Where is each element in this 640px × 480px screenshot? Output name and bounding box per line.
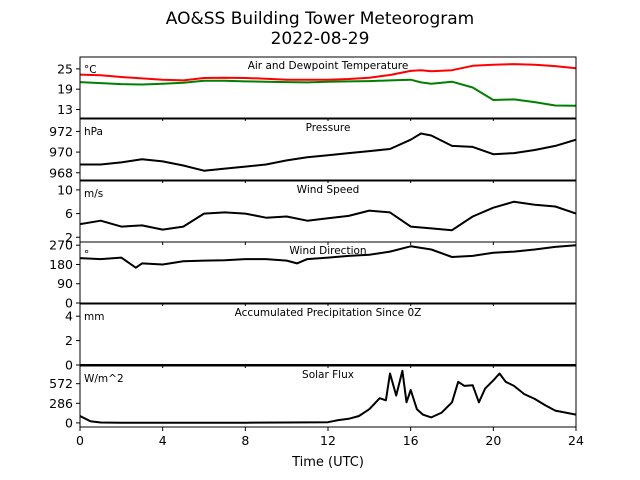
panel-4-ytick-label-0: 0 [65, 296, 73, 311]
xtick-label-2: 8 [241, 433, 249, 448]
xtick-label-5: 20 [485, 433, 501, 448]
xtick-label-0: 0 [76, 433, 84, 448]
xtick-label-3: 12 [320, 433, 336, 448]
panel-3-unit: m/s [84, 188, 103, 200]
xtick-label-4: 16 [403, 433, 419, 448]
panel-1-series-2-line [80, 78, 576, 107]
panel-5-ytick-label-1: 2 [65, 333, 73, 348]
x-axis-label: Time (UTC) [291, 455, 364, 470]
panel-4-ytick-label-1: 90 [57, 276, 73, 291]
panel-6-ytick-label-2: 572 [49, 376, 73, 391]
panel-5-unit: mm [84, 311, 104, 323]
panel-3-ytick-label-1: 6 [65, 206, 73, 221]
panel-4-ytick-label-2: 180 [49, 257, 73, 272]
panel-2-ytick-label-1: 970 [49, 145, 73, 160]
panel-1-unit: °C [84, 64, 97, 76]
panel-1-title: Air and Dewpoint Temperature [248, 60, 409, 72]
panel-5: 0 2 4 Accumulated Precipitation Since 0Z mm [65, 303, 577, 373]
panel-5-ytick-label-0: 0 [65, 358, 73, 373]
panel-4-series-1-line [80, 244, 576, 269]
panel-1-ytick-label-2: 25 [57, 61, 73, 76]
panel-6-ytick-label-0: 0 [65, 415, 73, 430]
panel-3-series-1-line [80, 200, 576, 232]
panel-6: 0 286 572 Solar Flux W/m^2 [49, 365, 577, 430]
figure-title-line1: AO&SS Building Tower Meteorogram [166, 9, 474, 29]
panel-2-series-1-line [80, 132, 576, 172]
panel-3-ytick-label-2: 10 [57, 182, 73, 197]
panel-2-ytick-label-2: 972 [49, 124, 73, 139]
panel-1: 13 19 25 Air and Dewpoint Temperature °C [57, 56, 577, 121]
panel-1-series-1-line [80, 63, 576, 82]
panel-4-ytick-label-3: 270 [49, 238, 73, 253]
panel-4-unit: ° [84, 249, 89, 261]
panel-2: 968 970 972 Pressure hPa [49, 118, 577, 183]
panel-2-title: Pressure [306, 122, 351, 134]
panel-6-series-1-line [80, 369, 576, 424]
panel-4: 0 90 180 270 Wind Direction ° [49, 238, 577, 311]
xtick-label-6: 24 [568, 433, 584, 448]
panel-2-ytick-label-0: 968 [49, 165, 73, 180]
panel-3: 2 6 10 Wind Speed m/s [57, 180, 577, 245]
panel-5-ytick-label-2: 4 [65, 309, 73, 324]
panel-4-title: Wind Direction [289, 245, 366, 257]
panel-6-ytick-label-1: 286 [49, 396, 73, 411]
panel-6-unit: W/m^2 [84, 373, 124, 385]
panel-6-title: Solar Flux [302, 369, 354, 381]
panel-1-ytick-label-1: 19 [57, 82, 73, 97]
panel-5-title: Accumulated Precipitation Since 0Z [235, 307, 422, 319]
figure-title-line2: 2022-08-29 [271, 29, 370, 49]
panel-3-title: Wind Speed [297, 184, 360, 196]
panel-3-ytick-label-0: 2 [65, 230, 73, 245]
x-axis: 0 4 8 12 16 20 24 [76, 427, 584, 448]
panel-1-ytick-label-0: 13 [57, 102, 73, 117]
xtick-label-1: 4 [159, 433, 167, 448]
panel-2-unit: hPa [84, 126, 103, 138]
